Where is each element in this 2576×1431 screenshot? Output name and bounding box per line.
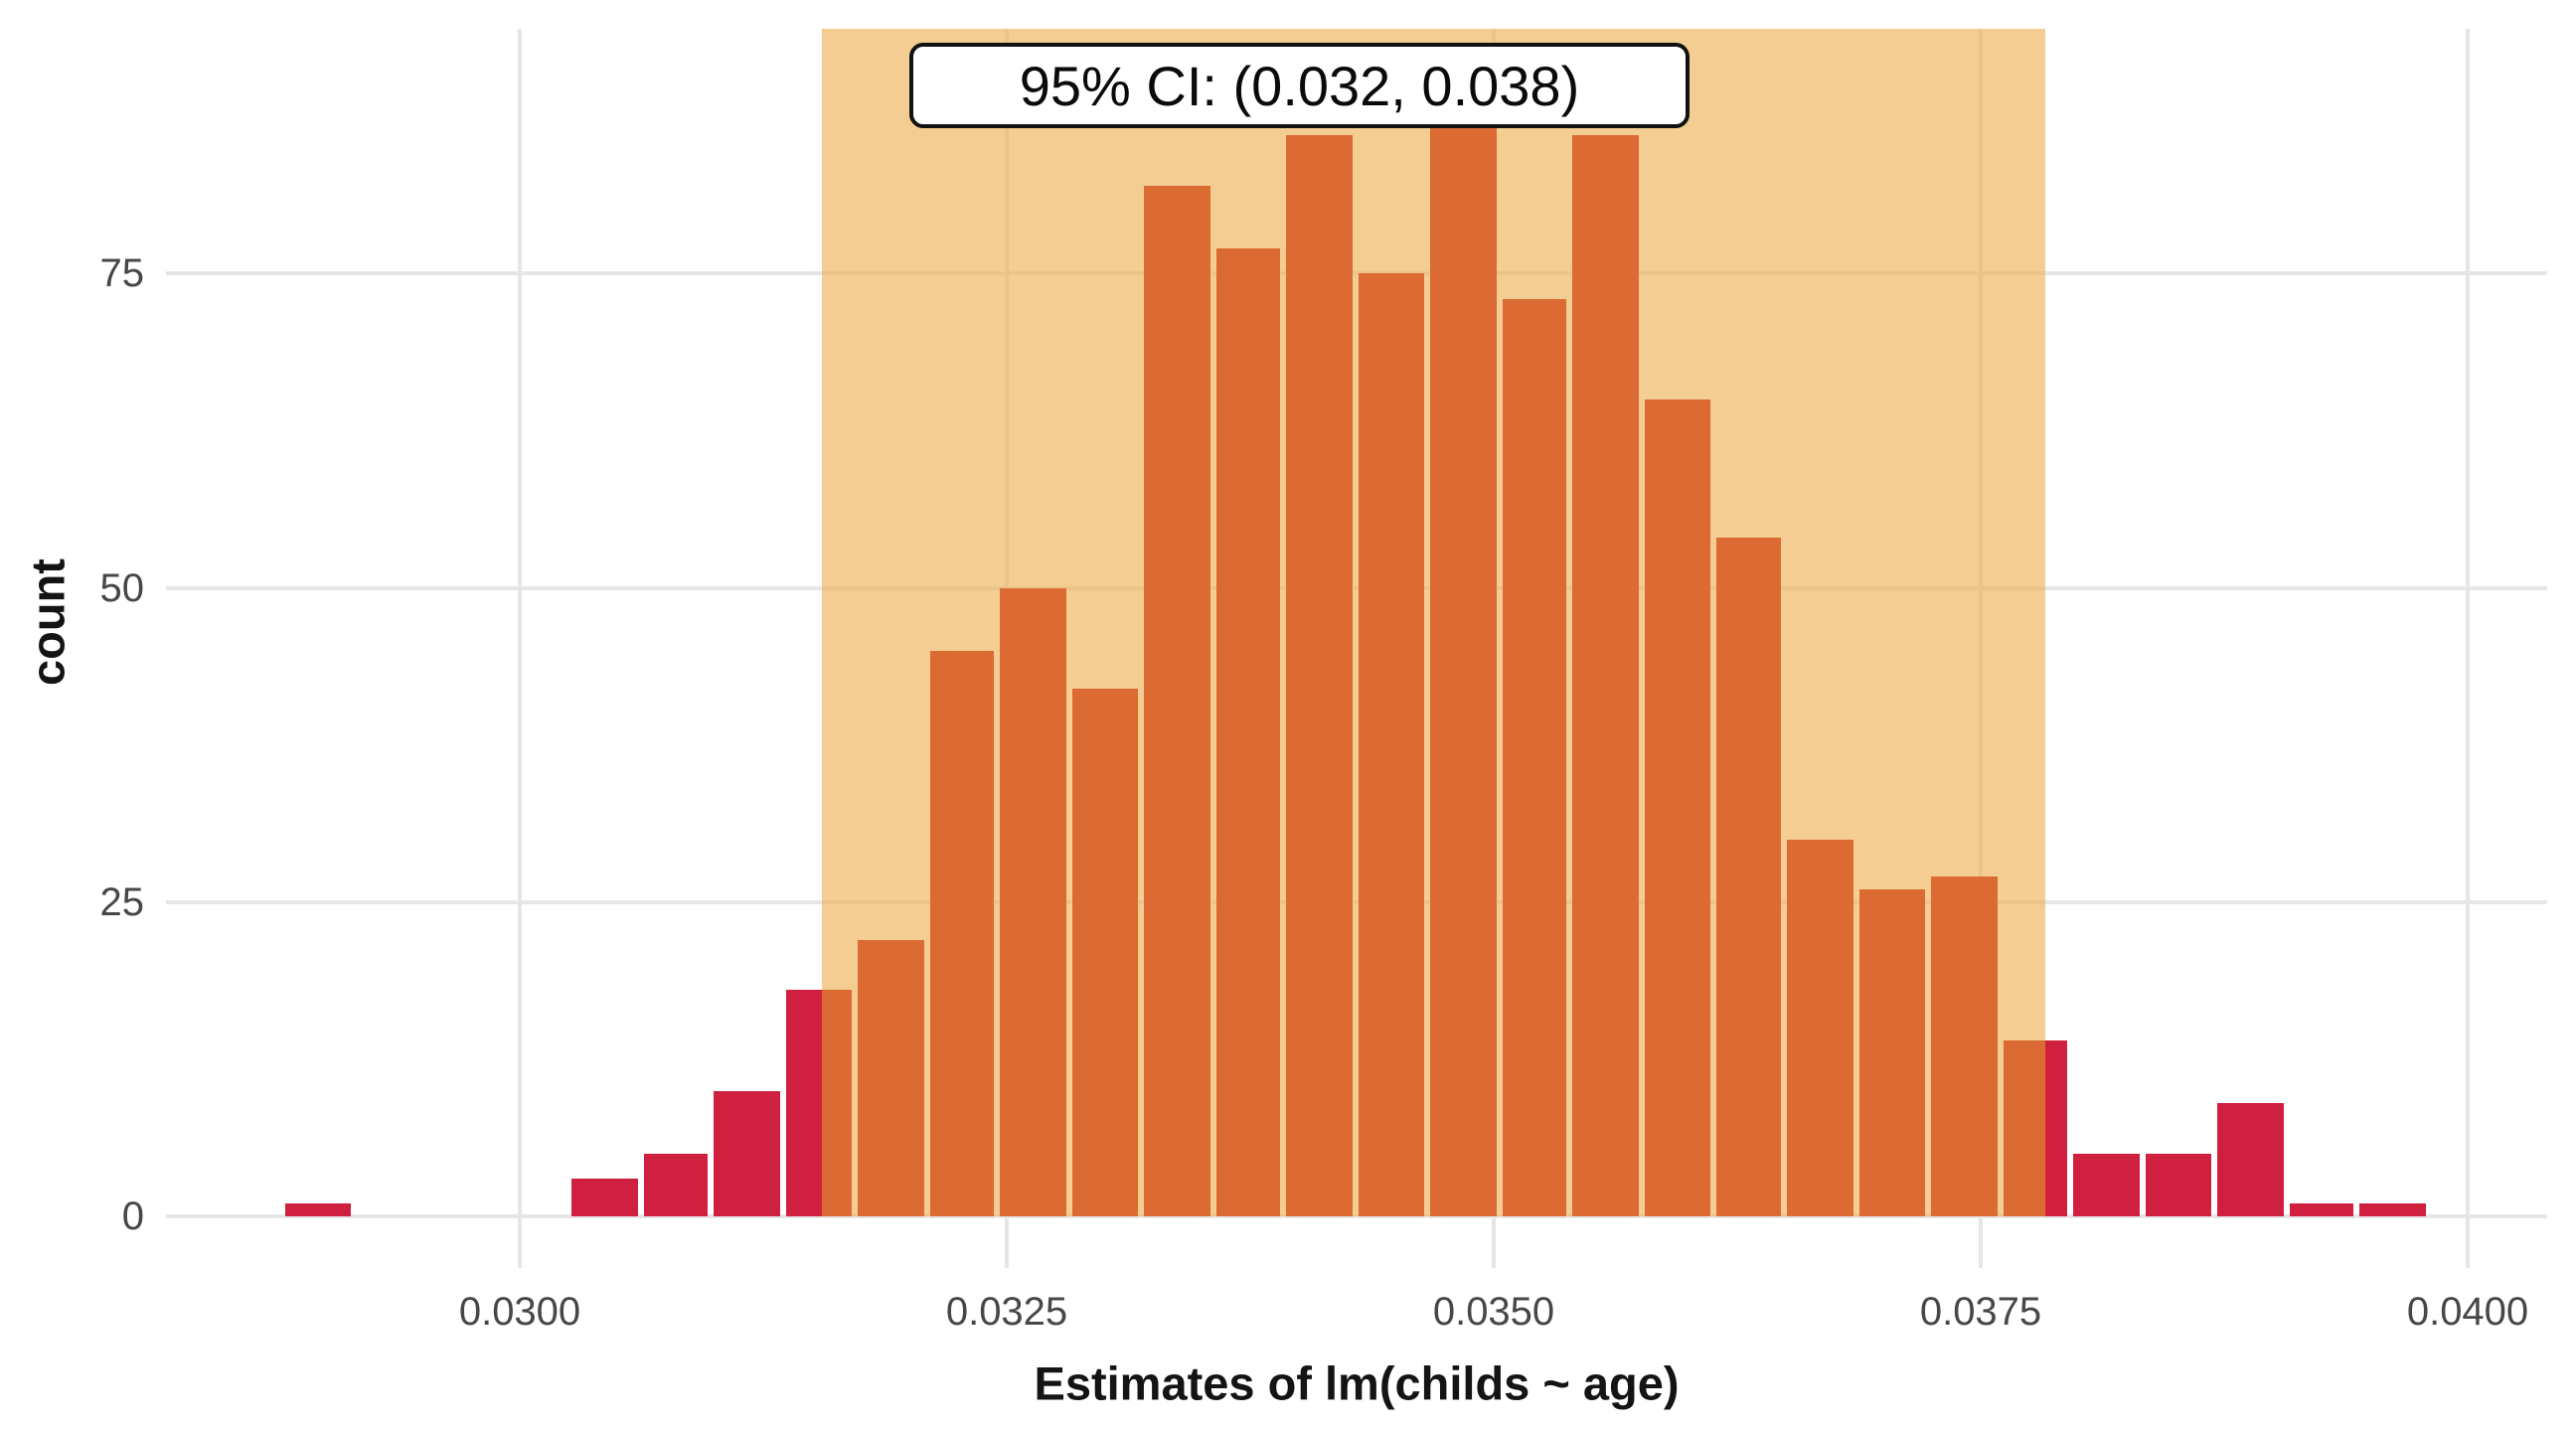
histogram-bar [1858,889,1926,1216]
ci-annotation-text: 95% CI: (0.032, 0.038) [1019,54,1580,117]
histogram-bar [1215,247,1281,1216]
histogram-bar [1286,135,1353,1216]
x-gridline [518,29,522,1216]
histogram-bar [1716,537,1782,1216]
y-tick-label: 75 [99,251,145,296]
histogram-bar [1144,185,1210,1216]
histogram-bar [571,1179,638,1216]
histogram-bar [643,1153,709,1216]
y-tick-label: 50 [99,565,145,610]
histogram-bar [2003,1039,2045,1216]
histogram-bar [1644,398,1711,1216]
histogram-bar [1572,135,1639,1216]
histogram-bar [1358,273,1425,1216]
histogram-bar [2073,1153,2140,1216]
histogram-bar [2289,1203,2354,1216]
histogram-bar [284,1203,352,1216]
histogram-bar [2145,1153,2212,1216]
histogram-bar [1502,298,1567,1216]
histogram-bar [1000,587,1066,1216]
histogram-bar [2044,1039,2068,1216]
x-tick-label: 0.0300 [458,1290,581,1334]
histogram-bar [929,650,995,1216]
x-tick-mark [518,1216,522,1268]
histogram-bar [1931,876,1998,1216]
histogram-bar [858,939,924,1216]
y-tick-label: 0 [121,1194,144,1238]
x-tick-mark [1005,1216,1009,1268]
plot-panel [166,29,2547,1218]
histogram-bar [1787,839,1853,1216]
x-tick-label: 0.0375 [1919,1290,2042,1334]
ci-annotation-box: 95% CI: (0.032, 0.038) [909,43,1690,128]
x-tick-label: 0.0350 [1432,1290,1555,1334]
histogram-bar [2359,1203,2426,1216]
histogram-bar [821,990,853,1216]
histogram-bar [2217,1103,2284,1216]
y-gridline [166,1214,2547,1218]
x-tick-mark [1492,1216,1496,1268]
x-tick-mark [2466,1216,2470,1268]
y-tick-label: 25 [99,879,145,924]
histogram-bar [1071,688,1139,1216]
histogram-bar [1430,122,1497,1216]
x-tick-label: 0.0325 [945,1290,1068,1334]
x-axis-title: Estimates of lm(childs ~ age) [1034,1356,1680,1410]
x-tick-mark [1979,1216,1983,1268]
histogram-bar [714,1090,780,1216]
histogram-bar [785,990,822,1216]
x-gridline [2466,29,2470,1216]
x-tick-label: 0.0400 [2406,1290,2529,1334]
